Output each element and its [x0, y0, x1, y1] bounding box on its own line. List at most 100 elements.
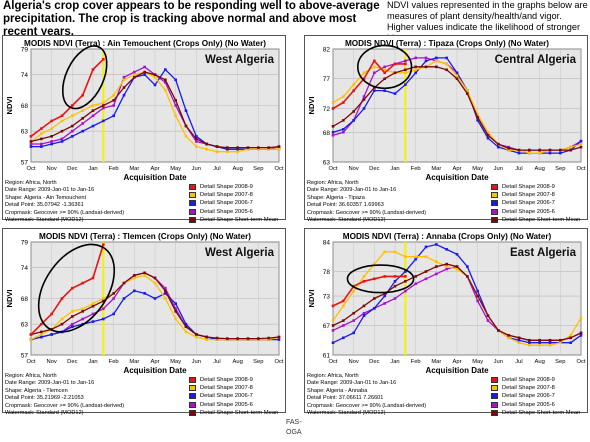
legend-label: Detail Shape Short-term Mean — [200, 216, 279, 223]
data-point — [122, 297, 126, 300]
x-tick-label: Sep — [555, 166, 565, 172]
data-point — [102, 119, 105, 123]
data-point — [277, 147, 281, 151]
x-tick-label: Feb — [411, 166, 421, 172]
data-point — [29, 142, 33, 146]
data-point — [569, 334, 572, 337]
data-point — [60, 297, 64, 300]
data-point — [435, 265, 438, 268]
data-point — [445, 62, 448, 66]
x-tick-label: Nov — [47, 359, 57, 365]
legend-swatch — [491, 216, 498, 223]
data-point — [174, 104, 177, 107]
data-point — [184, 325, 188, 329]
x-tick-label: Oct — [274, 166, 283, 172]
y-tick-label: 63 — [21, 129, 29, 136]
meta-line: Detail Point: 35.07942 -1.36361 — [5, 202, 84, 209]
meta-line: Shape: Algeria - Tipaza — [307, 194, 365, 201]
legend-label: Detail Shape 2008-9 — [502, 377, 555, 384]
ndvi-chart: MODIS NDVI (Terra) : Tlemcen (Crops Only… — [5, 232, 284, 375]
data-point — [579, 142, 583, 146]
meta-line: Shape: Algeria - Ain Temouchent — [5, 194, 87, 201]
data-point — [528, 341, 531, 345]
data-point — [50, 140, 53, 143]
data-point — [342, 304, 345, 308]
data-point — [466, 265, 469, 268]
x-tick-label: Aug — [233, 166, 243, 172]
data-point — [352, 289, 355, 293]
data-point — [174, 307, 177, 311]
legend-swatch — [189, 385, 196, 392]
y-tick-label: 68 — [323, 130, 331, 137]
data-point — [40, 322, 43, 326]
data-point — [414, 68, 417, 72]
data-point — [569, 336, 572, 340]
data-point — [267, 338, 270, 341]
legend-label: Detail Shape 2006-7 — [502, 200, 555, 207]
data-point — [81, 93, 84, 97]
legend-item: Detail Shape 2007-8 — [189, 384, 287, 392]
data-point — [91, 124, 95, 128]
data-point — [352, 89, 355, 92]
y-tick-label: 74 — [21, 72, 29, 79]
data-point — [236, 147, 239, 151]
data-point — [164, 81, 167, 84]
data-point — [548, 338, 552, 342]
data-point — [342, 119, 345, 122]
data-point — [60, 322, 64, 326]
data-point — [486, 314, 490, 317]
data-point — [404, 275, 407, 278]
legend-item: Detail Shape Short-term Mean — [491, 409, 589, 417]
data-point — [445, 267, 448, 271]
data-point — [71, 322, 74, 326]
data-point — [455, 74, 459, 78]
x-tick-label: Aug — [535, 166, 545, 172]
meta-line: Shape: Algeria - Annaba — [307, 387, 368, 394]
legend-item: Detail Shape 2005-6 — [189, 401, 287, 409]
meta-line: Date Range: 2009-Jan-01 to Jan-16 — [307, 187, 397, 194]
data-point — [246, 146, 250, 149]
data-point — [174, 317, 177, 321]
data-point — [455, 71, 459, 75]
chart-panel-ain-temouchent: MODIS NDVI (Terra) : Ain Temouchent (Cro… — [2, 35, 286, 223]
data-point — [538, 343, 541, 347]
data-point — [71, 104, 74, 107]
data-point — [133, 73, 136, 76]
data-point — [352, 119, 355, 122]
data-point — [393, 297, 397, 300]
legend-item: Detail Shape 2006-7 — [491, 199, 589, 207]
x-tick-label: Dec — [67, 166, 77, 172]
x-tick-label: Sep — [253, 166, 263, 172]
data-point — [81, 310, 84, 313]
data-point — [29, 333, 33, 336]
x-tick-label: Jul — [213, 359, 220, 365]
data-point — [393, 62, 397, 66]
data-point — [226, 147, 229, 151]
x-tick-label: Dec — [369, 359, 379, 365]
data-point — [507, 148, 510, 152]
meta-line: Watermask: Standard (MOD12) — [5, 410, 84, 417]
legend-swatch — [491, 184, 498, 191]
data-point — [373, 277, 376, 281]
data-point — [164, 289, 167, 293]
data-point — [548, 148, 552, 152]
data-point — [277, 335, 281, 339]
x-tick-label: Jan — [88, 359, 97, 365]
x-tick-label: May — [170, 166, 181, 172]
data-point — [455, 265, 459, 268]
region-label: West Algeria — [205, 247, 275, 259]
data-point — [373, 262, 376, 266]
y-tick-label: 79 — [21, 47, 29, 54]
legend-swatch — [189, 184, 196, 191]
data-point — [393, 280, 397, 283]
data-point — [455, 77, 459, 81]
highlight-ellipse — [61, 45, 108, 110]
x-tick-label: Mar — [129, 166, 139, 172]
data-point — [424, 255, 428, 259]
legend-label: Detail Shape 2008-9 — [200, 377, 253, 384]
ndvi-chart: MODIS NDVI (Terra) : Annaba (Crops Only)… — [307, 232, 586, 375]
legend-swatch — [491, 377, 498, 384]
data-point — [538, 148, 541, 152]
chart-metadata: Region: Africa, North Date Range: 2009-J… — [5, 373, 153, 417]
y-tick-label: 57 — [21, 160, 29, 167]
